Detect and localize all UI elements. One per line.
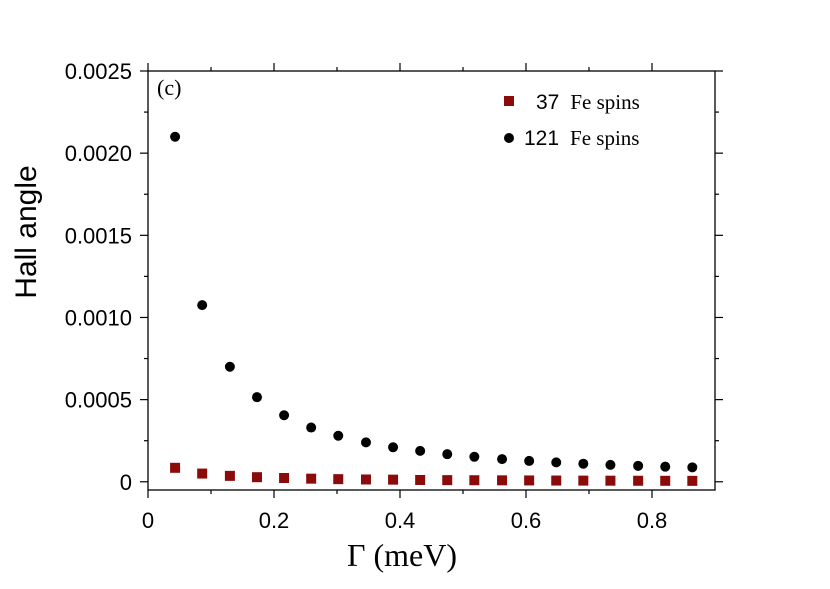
data-point-circle <box>170 131 181 142</box>
data-point-circle <box>360 437 371 448</box>
legend-text-121: Fe spins <box>570 126 639 150</box>
y-tick-label: 0.0015 <box>65 223 132 248</box>
data-point-square <box>388 474 399 485</box>
y-tick-label: 0.0020 <box>65 141 132 166</box>
data-point-circle <box>279 410 290 421</box>
data-point-circle <box>469 451 480 462</box>
data-point-square <box>687 475 698 486</box>
x-tick-label: 0.2 <box>259 508 290 533</box>
data-point-square <box>306 473 317 484</box>
data-point-circle <box>333 430 344 441</box>
data-point-circle <box>224 361 235 372</box>
data-point-circle <box>415 445 426 456</box>
plot-border <box>147 70 716 491</box>
data-point-square <box>197 468 208 479</box>
svg-text:121 Fe spins: 121 Fe spins <box>524 126 639 150</box>
data-point-circle <box>578 458 589 469</box>
y-axis-ticks: 0 0.0005 0.0010 0.0015 0.0020 0.0025 <box>65 59 723 495</box>
data-point-square <box>469 475 480 486</box>
x-axis-label: Γ (meV) <box>347 537 457 573</box>
series-37-fe-spins <box>170 462 698 486</box>
data-point-circle <box>687 462 698 473</box>
y-tick-label: 0.0010 <box>65 305 132 330</box>
x-tick-label: 0.8 <box>637 508 668 533</box>
x-tick-label: 0.6 <box>511 508 542 533</box>
data-point-square <box>551 475 562 486</box>
data-point-square <box>660 475 671 486</box>
data-point-circle <box>306 422 317 433</box>
panel-label: (c) <box>157 75 181 100</box>
data-point-square <box>415 474 426 485</box>
y-tick-label: 0.0005 <box>65 388 132 413</box>
data-point-circle <box>442 449 453 460</box>
y-axis-label: Hall angle <box>10 165 43 298</box>
legend-marker-121 <box>504 133 514 143</box>
legend-number-121: 121 <box>524 127 559 150</box>
data-point-square <box>497 475 508 486</box>
data-point-circle <box>497 454 508 465</box>
data-point-square <box>279 473 290 484</box>
data-point-circle <box>551 457 562 468</box>
legend: 37 Fe spins 121 Fe spins <box>504 90 640 150</box>
data-point-square <box>251 472 262 483</box>
data-point-square <box>170 462 181 473</box>
legend-number-37: 37 <box>536 91 559 114</box>
data-point-square <box>524 475 535 486</box>
data-point-circle <box>388 442 399 453</box>
svg-text:37 Fe spins: 37 Fe spins <box>536 90 640 114</box>
plot-frame <box>147 70 716 491</box>
data-point-circle <box>197 300 208 311</box>
data-point-square <box>605 475 616 486</box>
data-point-square <box>633 475 644 486</box>
data-point-circle <box>605 459 616 470</box>
data-point-square <box>333 474 344 485</box>
data-point-square <box>578 475 589 486</box>
legend-marker-37 <box>504 96 514 106</box>
data-point-square <box>360 474 371 485</box>
x-tick-label: 0.4 <box>385 508 416 533</box>
series-layer <box>170 131 698 486</box>
data-point-square <box>224 470 235 481</box>
data-point-circle <box>524 455 535 466</box>
y-tick-label: 0 <box>120 470 132 495</box>
series-121-fe-spins <box>170 131 698 473</box>
data-point-circle <box>251 392 262 403</box>
data-point-circle <box>660 461 671 472</box>
x-axis-ticks: 0 0.2 0.4 0.6 0.8 <box>142 63 667 533</box>
data-point-square <box>442 475 453 486</box>
legend-text-37: Fe spins <box>570 90 639 114</box>
data-point-circle <box>633 460 644 471</box>
y-tick-label: 0.0025 <box>65 59 132 84</box>
x-tick-label: 0 <box>142 508 154 533</box>
